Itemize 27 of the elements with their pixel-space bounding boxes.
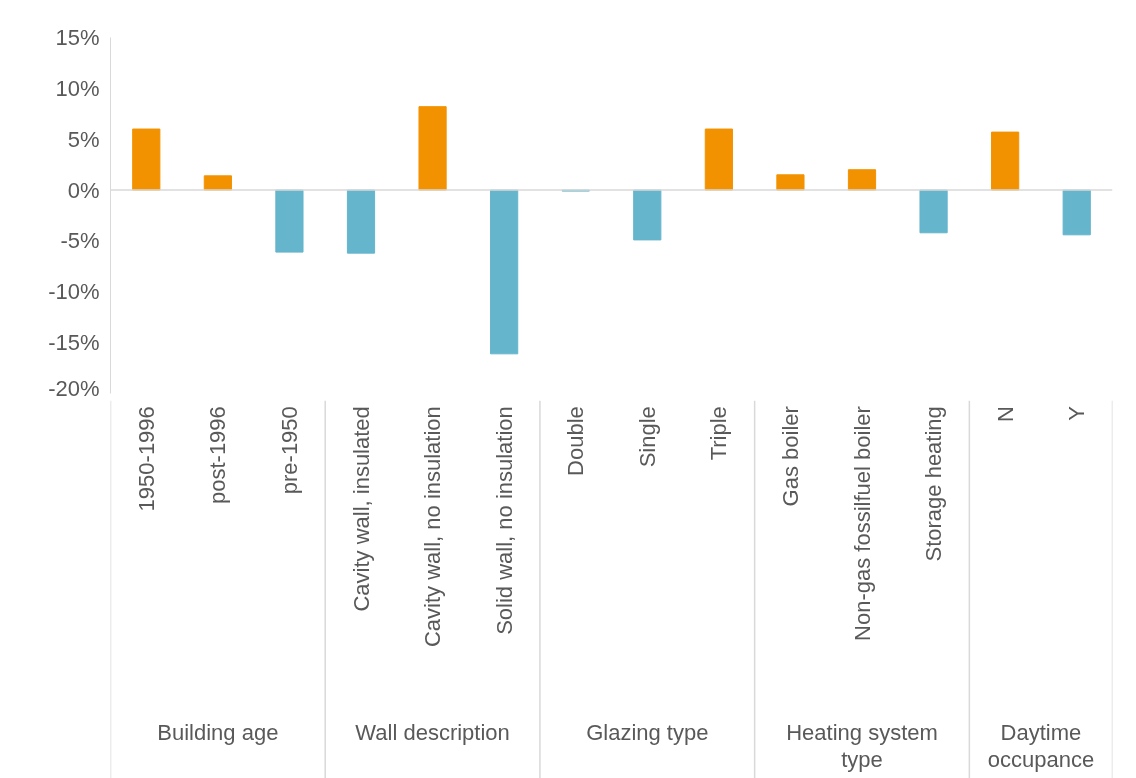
x-tick-label: Non-gas fossilfuel boiler [849, 406, 875, 641]
text: Building age [157, 719, 279, 745]
y-tick-label: 10% [55, 75, 100, 101]
text: Glazing type [586, 719, 709, 745]
y-tick-label: -15% [48, 330, 100, 356]
y-tick-label: 15% [55, 25, 100, 50]
y-tick-label: 5% [67, 126, 100, 152]
text: Wall description [355, 719, 510, 745]
y-tick-label: -20% [48, 375, 100, 401]
x-tick-label: Double [563, 406, 589, 476]
x-tick-label: Cavity wall, no insulation [420, 406, 446, 648]
x-tick-label: Triple [706, 406, 732, 461]
text: Heating system type [786, 719, 938, 773]
x-tick-label: Cavity wall, insulated [348, 406, 374, 612]
x-tick-label: N [992, 406, 1018, 423]
x-tick-label: Solid wall, no insulation [491, 406, 517, 635]
x-tick-label: pre-1950 [276, 406, 302, 495]
x-tick-label: Y [1064, 405, 1090, 421]
x-tick-label: 1950-1996 [133, 406, 159, 512]
x-tick-label: Storage heating [921, 406, 947, 562]
x-tick-label: Gas boiler [777, 406, 803, 507]
x-tick-label: post-1996 [205, 406, 231, 505]
y-tick-label: 0% [67, 177, 100, 203]
y-tick-label: -5% [60, 228, 100, 254]
text: Daytime occupance [987, 719, 1095, 773]
y-tick-label: -10% [48, 279, 100, 305]
x-tick-label: Single [634, 406, 660, 468]
